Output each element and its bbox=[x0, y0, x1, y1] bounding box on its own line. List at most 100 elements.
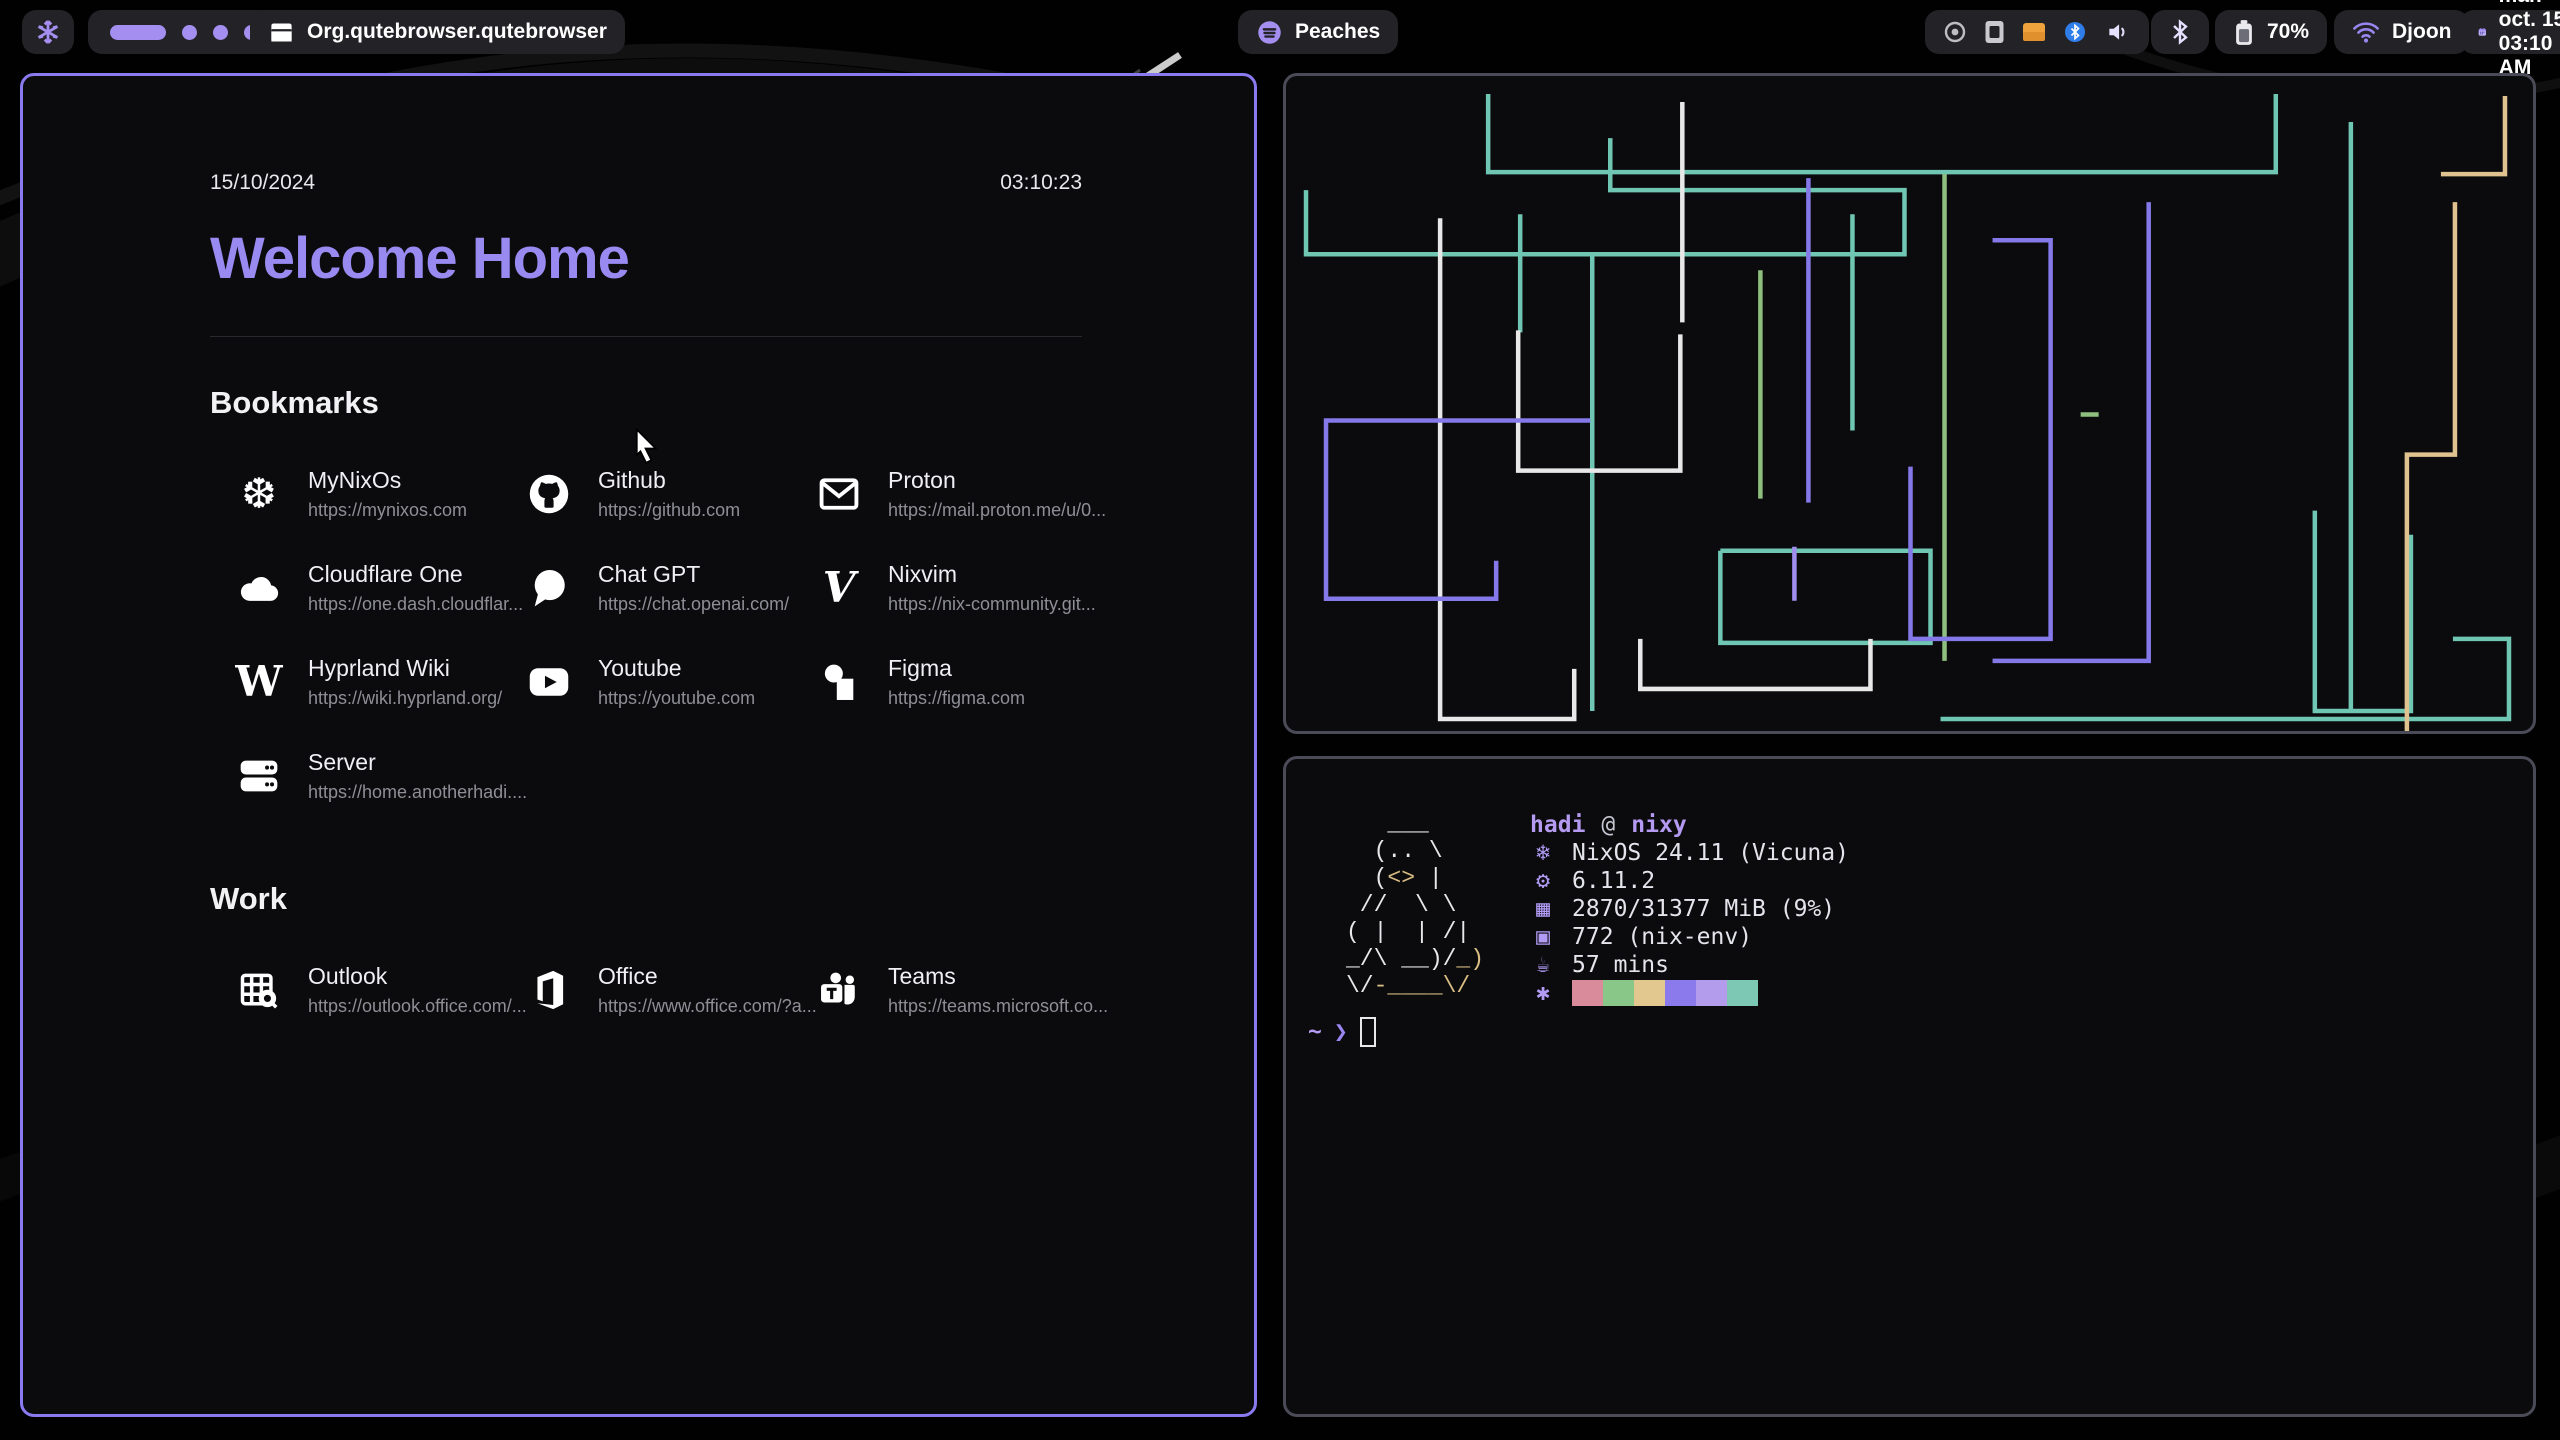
bookmark-url: https://teams.microsoft.co... bbox=[888, 996, 1109, 1016]
palette-swatch bbox=[1603, 980, 1635, 1006]
figma-icon bbox=[816, 659, 862, 705]
bookmark-url: https://chat.openai.com/ bbox=[598, 594, 790, 614]
bluetooth-tray-icon[interactable] bbox=[2063, 20, 2087, 44]
bookmark-teams[interactable]: Teams https://teams.microsoft.co... bbox=[816, 943, 1109, 1037]
bookmark-nixvim[interactable]: V Nixvim https://nix-community.git... bbox=[816, 541, 1106, 635]
packages-icon: ▣ bbox=[1536, 924, 1550, 950]
bookmark-outlook[interactable]: Outlook https://outlook.office.com/... bbox=[236, 943, 527, 1037]
fastfetch-value: 6.11.2 bbox=[1572, 868, 1656, 894]
outlook-icon bbox=[236, 967, 282, 1013]
bookmark-url: https://figma.com bbox=[888, 688, 1026, 708]
pipe-segment-teal bbox=[2312, 510, 2414, 714]
bookmark-name: Chat GPT bbox=[598, 561, 701, 587]
workspace-dot[interactable] bbox=[213, 24, 228, 40]
fastfetch-user-host: hadi @ nixy bbox=[1530, 812, 1687, 838]
bluetooth-icon bbox=[2173, 19, 2188, 45]
bookmark-name: MyNixOs bbox=[308, 467, 402, 493]
chat-icon bbox=[526, 565, 572, 611]
cloud-icon bbox=[236, 565, 282, 611]
memory-icon: ▦ bbox=[1536, 896, 1550, 922]
fastfetch-line: ▣ 772 (nix-env) bbox=[1530, 923, 1849, 951]
mouse-cursor bbox=[635, 428, 658, 464]
battery-icon bbox=[2236, 19, 2252, 45]
bookmark-github[interactable]: Github https://github.com bbox=[526, 447, 816, 541]
bookmark-url: https://home.anotherhadi.... bbox=[308, 782, 528, 802]
bookmark-server[interactable]: Server https://home.anotherhadi.... bbox=[236, 729, 528, 823]
terminal-color-palette bbox=[1572, 980, 1759, 1006]
media-player-chip[interactable]: Peaches bbox=[1238, 10, 1399, 54]
bookmark-url: https://mail.proton.me/u/0... bbox=[888, 500, 1107, 520]
pipe-segment-purple bbox=[1323, 418, 1591, 602]
pipes-screensaver-window bbox=[1283, 73, 2536, 734]
divider bbox=[210, 336, 1082, 337]
links-grid: ❆ MyNixOs https://mynixos.com Github https:/… bbox=[210, 447, 1106, 823]
terminal-cursor bbox=[1359, 1017, 1376, 1047]
palette-swatch bbox=[1665, 980, 1697, 1006]
palette-swatch bbox=[1634, 980, 1666, 1006]
bookmark-cloudflare-one[interactable]: Cloudflare One https://one.dash.cloudflar… bbox=[236, 541, 526, 635]
bookmark-hyprland-wiki[interactable]: W Hyprland Wiki https://wiki.hyprland.org/ bbox=[235, 635, 526, 729]
bookmark-name: Outlook bbox=[308, 963, 388, 989]
bookmark-url: https://wiki.hyprland.org/ bbox=[308, 688, 503, 708]
screencast-icon[interactable] bbox=[1943, 20, 1967, 44]
bookmark-name: Teams bbox=[888, 963, 956, 989]
bookmark-name: Proton bbox=[888, 467, 956, 493]
fastfetch-line: ⚙ 6.11.2 bbox=[1530, 867, 1849, 895]
bookmark-url: https://www.office.com/?a... bbox=[598, 996, 817, 1016]
bookmark-name: Cloudflare One bbox=[308, 561, 463, 587]
volume-icon bbox=[2109, 24, 2125, 40]
clock-chip[interactable]: mar. oct. 15 03:10 AM bbox=[2460, 0, 2560, 79]
prompt-chevron: ❯ bbox=[1333, 1019, 1348, 1045]
folder-icon[interactable] bbox=[2022, 20, 2046, 44]
bookmark-chat-gpt[interactable]: Chat GPT https://chat.openai.com/ bbox=[526, 541, 816, 635]
fastfetch-line: ☕ 57 mins bbox=[1530, 951, 1849, 979]
fastfetch-info: hadi @ nixy ❄ NixOS 24.11 (Vicuna) ⚙ 6.11.2 ▦ 2… bbox=[1530, 811, 1849, 1007]
spotify-media-icon bbox=[1258, 20, 1281, 44]
nixos-icon: ❄ bbox=[1536, 840, 1550, 866]
palette-swatch bbox=[1696, 980, 1728, 1006]
bookmark-url: https://nix-community.git... bbox=[888, 594, 1096, 614]
office-icon bbox=[526, 967, 572, 1013]
workspace-active[interactable] bbox=[110, 24, 166, 40]
launcher-button[interactable] bbox=[22, 10, 74, 54]
calendar-icon bbox=[2478, 27, 2486, 36]
active-window-title-chip[interactable]: Org.qutebrowser.qutebrowser bbox=[250, 10, 625, 54]
battery-chip[interactable]: 70% bbox=[2215, 10, 2328, 54]
network-chip[interactable]: Djoon bbox=[2334, 10, 2470, 54]
network-ssid: Djoon bbox=[2392, 20, 2452, 43]
volume-chip[interactable] bbox=[2087, 10, 2149, 54]
section-heading-work: Work bbox=[210, 881, 287, 916]
bookmark-name: Figma bbox=[888, 655, 952, 681]
fastfetch-value: 57 mins bbox=[1572, 952, 1669, 978]
startpage-time: 03:10:23 bbox=[1000, 171, 1082, 194]
bookmark-url: https://youtube.com bbox=[598, 688, 756, 708]
shell-prompt[interactable]: ~ ❯ bbox=[1308, 1017, 1376, 1047]
bookmark-office[interactable]: Office https://www.office.com/?a... bbox=[526, 943, 817, 1037]
pipe-segment-white bbox=[1638, 638, 1873, 692]
pipe-segment-white bbox=[1437, 218, 1577, 722]
workspace-dot[interactable] bbox=[182, 24, 197, 40]
bookmark-url: https://one.dash.cloudflar... bbox=[308, 594, 524, 614]
nixos-logo-icon bbox=[37, 20, 59, 44]
wikipedia-icon: W bbox=[235, 657, 283, 706]
letter-v-icon: V bbox=[822, 563, 856, 612]
bookmark-youtube[interactable]: Youtube https://youtube.com bbox=[526, 635, 816, 729]
palette-swatch bbox=[1572, 980, 1604, 1006]
fastfetch-palette-line: ✱ bbox=[1530, 979, 1849, 1007]
bookmark-figma[interactable]: Figma https://figma.com bbox=[816, 635, 1106, 729]
fastfetch-line: ❄ NixOS 24.11 (Vicuna) bbox=[1530, 839, 1849, 867]
bookmark-mynixos[interactable]: ❆ MyNixOs https://mynixos.com bbox=[236, 447, 526, 541]
bookmark-proton[interactable]: Proton https://mail.proton.me/u/0... bbox=[816, 447, 1106, 541]
bookmark-url: https://outlook.office.com/... bbox=[308, 996, 527, 1016]
terminal-content[interactable]: ___ (.. \ (<> | // \ \ ( | | /| _/\ __)/… bbox=[1286, 759, 2533, 1414]
bookmark-name: Nixvim bbox=[888, 561, 957, 587]
fastfetch-value: NixOS 24.11 (Vicuna) bbox=[1572, 840, 1849, 866]
top-bar: Org.qutebrowser.qutebrowser Peaches bbox=[0, 0, 2560, 79]
fastfetch-value: 772 (nix-env) bbox=[1572, 924, 1753, 950]
clipboard-icon[interactable] bbox=[1984, 20, 2005, 44]
media-track-label: Peaches bbox=[1295, 20, 1381, 43]
pipe-segment-sand bbox=[2440, 96, 2508, 177]
pipe-segment-white bbox=[1515, 330, 1683, 473]
bookmark-url: https://github.com bbox=[598, 500, 741, 520]
bluetooth-chip[interactable] bbox=[2151, 10, 2209, 54]
